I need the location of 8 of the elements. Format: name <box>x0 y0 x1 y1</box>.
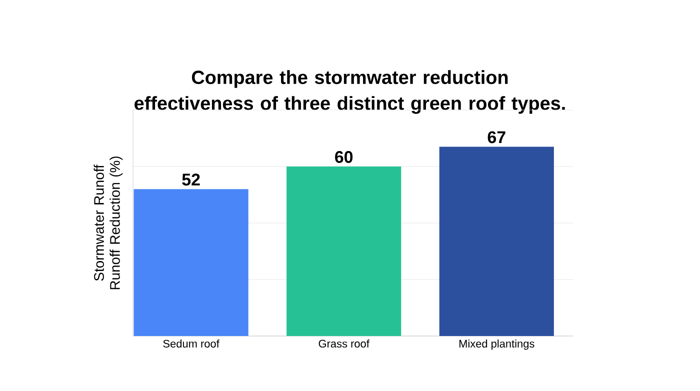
data-label: 60 <box>335 150 353 163</box>
data-label: 52 <box>182 174 200 186</box>
x-tick-label: Mixed plantings <box>459 340 534 350</box>
x-tick-label: Grass roof <box>318 340 370 348</box>
chart-title: Compare the stormwater reduction effectiveness of three distinct green roof types. <box>134 70 565 114</box>
data-label: 67 <box>488 131 506 144</box>
y-axis-title: Stormwater Runoff Runoff Reduction (%) <box>94 156 123 290</box>
x-tick-label: Sedum roof <box>163 340 220 348</box>
